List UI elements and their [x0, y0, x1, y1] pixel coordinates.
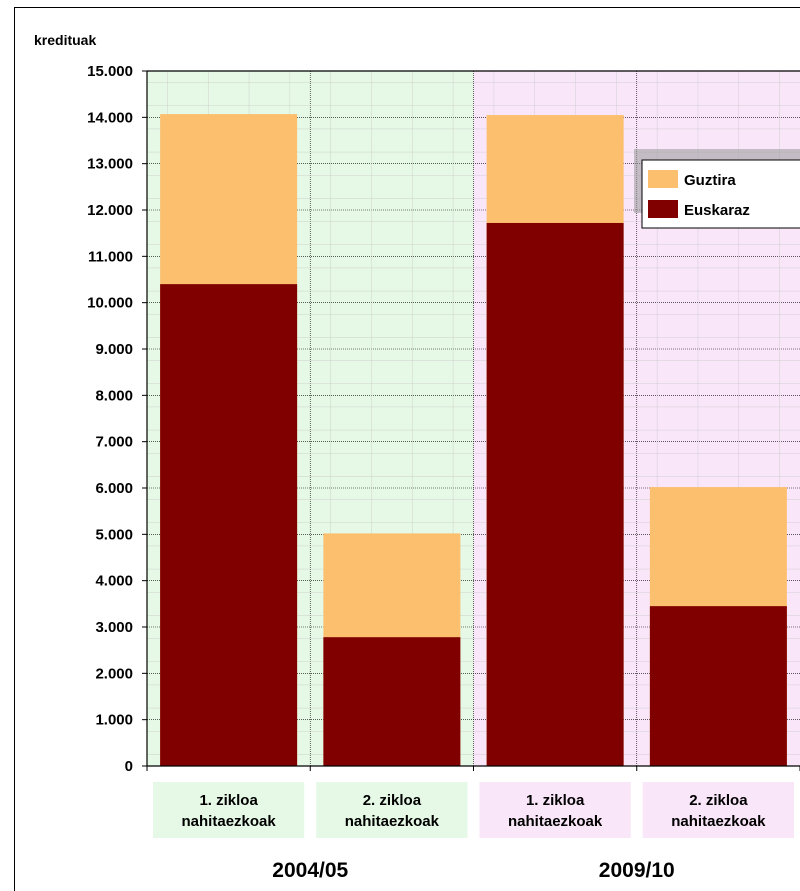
x-tick-label-line2: nahitaezkoak: [671, 813, 766, 830]
y-tick-label: 9.000: [95, 341, 133, 358]
y-tick-label: 7.000: [95, 434, 133, 451]
x-category-labels: 1. zikloa nahitaezkoak 2. zikloa nahitaezko…: [153, 782, 794, 838]
x-tick-label-line2: nahitaezkoak: [508, 813, 603, 830]
y-tick-label: 15.000: [87, 63, 133, 80]
y-tick-label: 14.000: [87, 109, 133, 126]
bar-euskaraz: [486, 222, 624, 766]
y-tick-label: 8.000: [95, 387, 133, 404]
legend-label: Euskaraz: [684, 202, 750, 219]
y-tick-label: 10.000: [87, 295, 133, 312]
bar-euskaraz: [160, 284, 298, 766]
x-label-background: [316, 782, 468, 838]
x-tick-label-line1: 2. zikloa: [689, 792, 748, 809]
x-label-background: [479, 782, 631, 838]
y-tick-label: 13.000: [87, 156, 133, 173]
bars: [160, 114, 787, 767]
y-tick-labels: 0 1.000 2.000 3.000 4.000 5.000 6.000 7.000 8.00…: [87, 63, 133, 775]
x-label-background: [642, 782, 794, 838]
y-tick-label: 4.000: [95, 573, 133, 590]
group-label: 2009/10: [599, 859, 675, 882]
x-tick-label-line1: 1. zikloa: [526, 792, 585, 809]
y-tick-label: 2.000: [95, 665, 133, 682]
y-tick-label: 5.000: [95, 526, 133, 543]
legend-label: Guztira: [684, 172, 736, 189]
y-tick-label: 1.000: [95, 712, 133, 729]
y-axis-label: kredituak: [34, 32, 96, 48]
legend-swatch: [648, 170, 678, 188]
legend: Guztira Euskaraz: [634, 149, 800, 229]
group-labels: 2004/05 2009/10: [272, 859, 674, 882]
x-tick-label-line2: nahitaezkoak: [345, 813, 440, 830]
group-label: 2004/05: [272, 859, 348, 882]
y-tick-label: 3.000: [95, 619, 133, 636]
x-tick-label-line2: nahitaezkoak: [182, 813, 277, 830]
chart-frame: [14, 7, 800, 891]
x-tick-label-line1: 2. zikloa: [363, 792, 422, 809]
y-tick-label: 11.000: [88, 248, 133, 265]
legend-swatch: [648, 200, 678, 218]
y-tick-label: 6.000: [95, 480, 133, 497]
bar-euskaraz: [649, 606, 787, 766]
x-tick-label-line1: 1. zikloa: [199, 792, 258, 809]
y-tick-label: 0: [125, 758, 133, 775]
x-label-background: [153, 782, 305, 838]
axes: [142, 70, 800, 771]
bar-euskaraz: [323, 637, 461, 766]
y-tick-label: 12.000: [87, 202, 133, 219]
